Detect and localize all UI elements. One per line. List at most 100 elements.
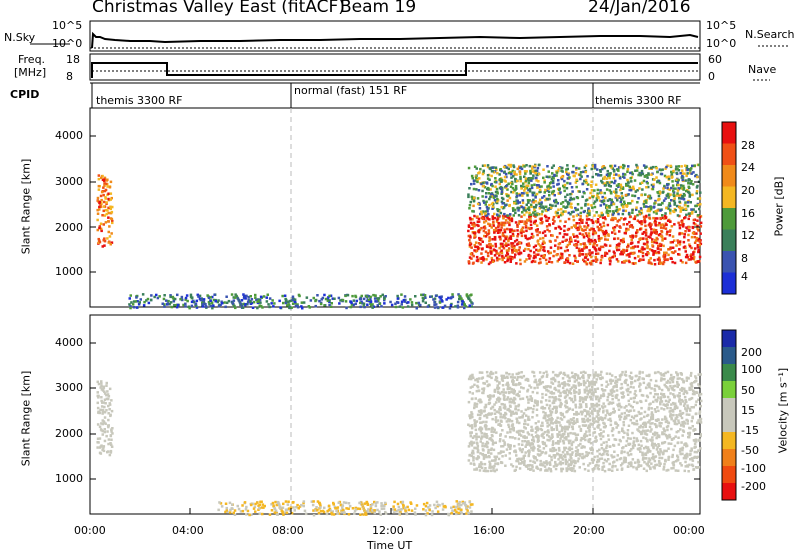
velocity-marks-cell: [475, 441, 479, 444]
velocity-marks-cell: [635, 467, 639, 471]
power-marks-cell: [623, 202, 626, 206]
velocity-marks-cell: [535, 458, 539, 462]
power-marks-cell: [599, 199, 602, 202]
velocity-marks-cell: [644, 453, 648, 457]
power-marks-cell: [371, 303, 374, 306]
power-marks-cell: [201, 302, 205, 306]
power-marks-cell: [473, 244, 476, 247]
velocity-marks-cell: [670, 373, 673, 377]
velocity-marks-cell: [538, 454, 541, 457]
velocity-marks-cell: [531, 438, 534, 442]
power-marks-cell: [476, 180, 479, 184]
velocity-marks-cell: [631, 376, 634, 379]
power-marks-cell: [661, 262, 665, 266]
velocity-marks-cell: [588, 418, 592, 422]
power-marks-cell: [686, 227, 689, 230]
velocity-marks-cell: [626, 432, 629, 435]
velocity-marks-cell: [479, 413, 482, 417]
velocity-marks-cell: [607, 458, 610, 461]
power-marks-cell: [163, 305, 166, 308]
power-marks-cell: [513, 171, 516, 174]
power-marks-cell: [481, 181, 485, 185]
power-marks-cell: [590, 204, 593, 207]
power-marks-cell: [254, 296, 257, 299]
velocity-marks-cell: [479, 461, 483, 464]
power-marks-cell: [670, 170, 673, 174]
power-marks-cell: [486, 177, 490, 180]
power-marks-cell: [282, 301, 285, 305]
power-marks-cell: [590, 255, 593, 259]
velocity-marks-cell: [99, 408, 102, 412]
power-marks-cell: [601, 167, 604, 171]
power-marks-cell: [677, 221, 680, 225]
velocity-marks-cell: [579, 398, 582, 402]
velocity-marks-cell: [548, 395, 551, 399]
power-marks-cell: [620, 250, 623, 254]
velocity-marks-cell: [485, 436, 489, 439]
velocity-marks-cell: [559, 403, 562, 407]
power-marks-cell: [525, 229, 528, 233]
power-marks-cell: [615, 184, 619, 187]
velocity-marks-cell: [622, 459, 626, 462]
power-marks-cell: [496, 209, 500, 213]
velocity-marks-cell: [546, 373, 549, 376]
power-marks-cell: [489, 245, 492, 248]
velocity-marks-cell: [617, 408, 621, 411]
velocity-marks-cell: [96, 394, 99, 398]
power-marks-cell: [524, 209, 527, 212]
power-marks-cell: [616, 237, 620, 240]
power-marks-cell: [499, 211, 503, 215]
nave-tick-bottom: 0: [708, 70, 715, 83]
power-marks-cell: [468, 216, 472, 220]
power-marks-cell: [665, 223, 668, 227]
power-marks-cell: [538, 231, 541, 234]
power-marks-cell: [578, 252, 582, 255]
power-marks-cell: [300, 305, 303, 308]
power-marks-cell: [103, 182, 106, 185]
velocity-marks-cell: [592, 391, 595, 395]
power-marks-cell: [645, 205, 648, 208]
power-marks-cell: [172, 296, 175, 300]
power-marks-cell: [695, 186, 699, 189]
power-marks-cell: [359, 301, 362, 305]
power-marks-cell: [646, 209, 649, 213]
power-marks-cell: [608, 209, 612, 213]
power-marks-cell: [542, 254, 545, 258]
power-marks-cell: [172, 298, 176, 301]
power-marks-cell: [586, 175, 589, 178]
power-marks-cell: [490, 256, 494, 260]
power-marks-cell: [596, 192, 599, 195]
power-marks-cell: [686, 204, 690, 208]
power-marks-cell: [563, 233, 566, 236]
power-marks-cell: [477, 217, 481, 221]
power-marks-cell: [631, 194, 634, 197]
velocity-marks-cell: [567, 465, 570, 468]
power-marks-cell: [509, 230, 512, 234]
power-marks-cell: [517, 209, 520, 212]
velocity-marks-cell: [475, 432, 478, 436]
power-marks-cell: [501, 256, 504, 259]
velocity-marks-cell: [517, 443, 521, 446]
velocity-marks-cell: [579, 371, 583, 374]
power-marks-cell: [610, 166, 613, 169]
velocity-marks-cell: [96, 437, 100, 440]
power-marks-cell: [691, 193, 694, 197]
power-marks-cell: [679, 193, 682, 197]
power-marks-cell: [628, 188, 631, 192]
power-marks-cell: [595, 260, 598, 263]
power-marks-cell: [139, 298, 142, 301]
power-marks-cell: [351, 294, 354, 298]
power-marks-cell: [527, 208, 531, 212]
velocity-marks-cell: [514, 383, 518, 386]
power-marks-cell: [537, 261, 541, 265]
power-marks-cell: [485, 205, 489, 209]
velocity-marks-cell: [479, 465, 482, 469]
power-marks-cell: [102, 209, 105, 213]
velocity-marks-cell: [688, 431, 692, 435]
velocity-marks-cell: [633, 422, 636, 425]
power-marks-cell: [677, 169, 681, 172]
velocity-marks-cell: [527, 441, 531, 445]
power-marks-cell: [677, 165, 681, 168]
velocity-marks-cell: [628, 449, 632, 453]
power-marks-cell: [478, 203, 481, 206]
